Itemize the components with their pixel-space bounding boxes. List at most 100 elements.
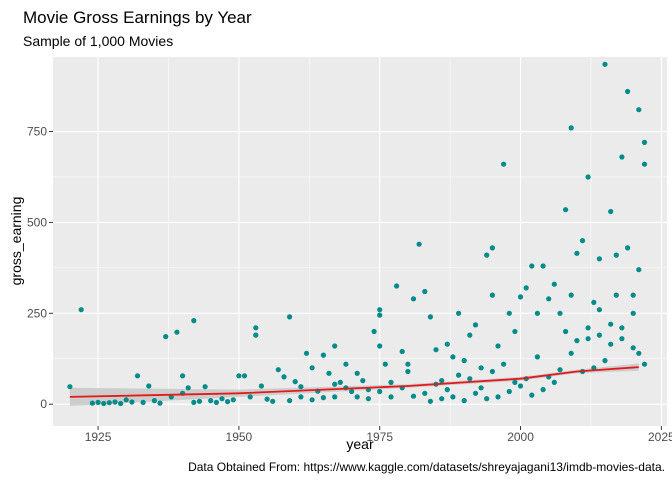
data-point	[557, 310, 563, 316]
data-point	[467, 332, 473, 338]
trend-line	[69, 366, 639, 398]
data-point	[118, 400, 124, 407]
x-tick-label: 1925	[85, 430, 112, 444]
data-point	[461, 398, 467, 404]
data-point	[112, 399, 118, 405]
data-point	[546, 296, 552, 302]
data-point	[551, 379, 557, 385]
data-point	[377, 307, 383, 313]
data-point	[596, 307, 603, 313]
data-point	[320, 395, 326, 401]
confidence-band-layer	[69, 363, 639, 406]
trend-line-layer	[69, 366, 639, 398]
data-point	[185, 385, 191, 391]
data-point	[472, 390, 479, 396]
x-tick-label: 2025	[648, 430, 672, 444]
data-point	[191, 399, 197, 405]
data-point	[253, 325, 259, 331]
data-point	[608, 341, 614, 347]
data-point	[608, 321, 614, 327]
data-point	[377, 343, 383, 349]
data-point	[568, 125, 574, 131]
points-layer	[67, 61, 648, 407]
data-point	[309, 397, 315, 403]
data-point	[298, 384, 304, 390]
axis-layer: 1925 1950 1975 2000 2025 0 250 500 750	[27, 125, 672, 444]
data-point	[625, 88, 631, 95]
data-point	[298, 394, 304, 400]
data-point	[140, 399, 146, 405]
data-point	[354, 394, 360, 400]
data-point	[501, 361, 507, 367]
data-point	[489, 292, 495, 298]
data-point	[585, 174, 591, 180]
data-point	[636, 350, 642, 356]
data-point	[202, 384, 208, 390]
data-point	[281, 374, 287, 380]
data-point	[405, 361, 411, 367]
data-point	[292, 379, 298, 385]
data-point	[388, 394, 394, 400]
data-point	[264, 396, 270, 402]
data-point	[625, 245, 631, 251]
data-point	[489, 368, 495, 375]
data-point	[574, 250, 580, 256]
data-point	[410, 296, 417, 302]
data-point	[191, 318, 197, 324]
data-point	[236, 373, 242, 379]
data-point	[303, 350, 310, 356]
data-point	[551, 281, 557, 287]
data-point	[163, 334, 169, 340]
data-point	[512, 328, 518, 335]
data-point	[630, 345, 636, 351]
data-point	[630, 292, 636, 298]
data-point	[534, 310, 541, 316]
data-point	[450, 354, 456, 360]
data-point	[101, 400, 107, 407]
data-point	[596, 332, 603, 338]
data-point	[354, 370, 360, 376]
data-point	[253, 332, 259, 338]
data-point	[568, 350, 574, 356]
data-point	[416, 241, 422, 247]
data-point	[574, 338, 580, 344]
data-point	[337, 379, 343, 385]
data-point	[630, 310, 636, 316]
caption: Data Obtained From: https://www.kaggle.c…	[188, 460, 665, 474]
data-point	[399, 348, 405, 355]
data-point	[534, 354, 541, 360]
data-point	[67, 384, 73, 390]
data-point	[405, 368, 411, 375]
data-point	[247, 394, 253, 400]
data-point	[484, 396, 490, 402]
data-point	[241, 373, 248, 379]
data-point	[591, 299, 597, 305]
y-tick-label: 250	[27, 306, 47, 320]
data-point	[641, 361, 648, 367]
data-point	[225, 399, 231, 405]
y-tick-label: 0	[40, 397, 47, 411]
data-point	[557, 367, 563, 373]
data-point	[456, 310, 462, 316]
x-tick-label: 2000	[507, 430, 534, 444]
plot-panel	[53, 57, 667, 426]
data-point	[320, 352, 326, 358]
data-point	[309, 365, 315, 371]
data-point	[636, 267, 642, 273]
data-point	[613, 252, 619, 258]
data-point	[495, 343, 501, 349]
x-tick-label: 1975	[366, 430, 393, 444]
data-point	[332, 394, 338, 400]
data-point	[326, 370, 332, 376]
data-point	[602, 61, 608, 67]
data-point	[501, 161, 507, 167]
data-point	[287, 398, 293, 404]
data-point	[619, 154, 625, 160]
data-point	[444, 387, 450, 393]
data-point	[427, 398, 433, 404]
data-point	[591, 365, 597, 371]
data-point	[506, 310, 512, 316]
data-point	[602, 358, 608, 364]
data-point	[365, 396, 371, 402]
